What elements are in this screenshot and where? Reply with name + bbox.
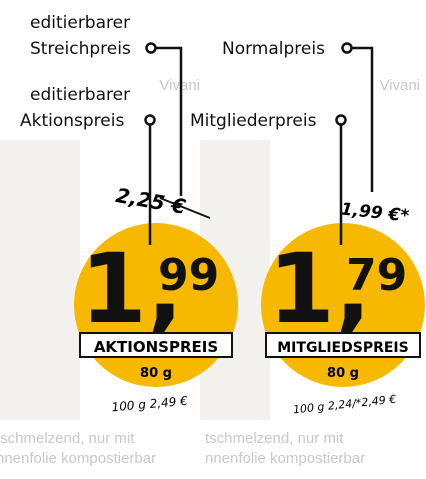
base-price: 100 g 2,49 € [111,394,189,415]
weight: 80 g [327,366,359,381]
leader-line [351,48,372,192]
price-cents: 79 [346,250,407,301]
brand: Vivani [379,77,420,94]
description: nnenfolie kompostierbar [205,450,365,467]
annotation: Aktionspreis [20,111,124,131]
annotation: Streichpreis [30,39,131,59]
description: nnenfolie kompostierbar [0,450,156,467]
description: tschmelzend, nur mit [205,430,344,447]
price-cents: 99 [158,250,219,301]
product-shade [0,140,80,420]
leader-dot [343,44,352,53]
annotation: Mitgliederpreis [190,111,317,131]
leader-dot [146,116,155,125]
base-price: 100 g 2,24/*2,49 € [292,393,396,417]
weight: 80 g [140,366,172,381]
tag-label: AKTIONSPREIS [94,338,218,356]
screen: Vivani Vivani tschmelzend, nur mit nnenf… [0,0,426,479]
old-price: 1,99 €* [340,199,410,226]
description: tschmelzend, nur mit [0,430,135,447]
brand: Vivani [159,77,200,94]
annotation: Normalpreis [222,39,325,59]
leader-dot [147,44,156,53]
price-tag: 1,99 €* 1, 79 MITGLIEDSPREIS 80 g 100 g … [261,199,425,416]
leader-line [155,48,181,196]
tag-label: MITGLIEDSPREIS [277,340,408,356]
annotation: editierbarer [30,13,130,33]
annotation: editierbarer [30,85,130,105]
leader-dot [337,116,346,125]
